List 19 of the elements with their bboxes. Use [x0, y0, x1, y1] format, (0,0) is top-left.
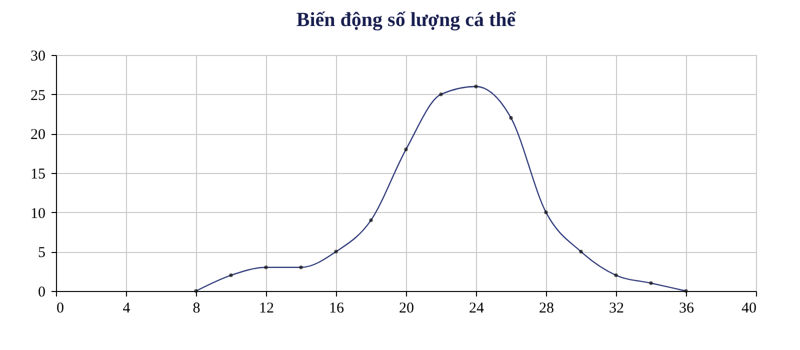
y-tick-label: 20 [30, 127, 46, 144]
y-tick-label: 25 [30, 88, 46, 104]
y-tick-label: 15 [30, 166, 46, 182]
x-tick-label: 20 [399, 300, 414, 316]
x-tick-label: 0 [56, 300, 64, 316]
x-tick-label: 24 [469, 300, 484, 316]
x-tick-label: 32 [609, 300, 624, 316]
y-tick-label: 30 [30, 48, 46, 64]
y-tick-label: 0 [38, 284, 46, 300]
chart-title: Biến động số lượng cá thể [296, 9, 517, 31]
x-tick-label: 36 [679, 300, 694, 316]
x-tick-label: 4 [122, 300, 131, 316]
x-tick-label: 8 [192, 300, 200, 316]
y-tick-label: 5 [38, 245, 46, 262]
x-tick-label: 16 [329, 300, 344, 316]
y-tick-label: 10 [30, 206, 46, 222]
x-tick-label: 12 [259, 300, 274, 316]
x-tick-label: 28 [539, 300, 554, 316]
x-tick-label: 40 [742, 300, 756, 316]
